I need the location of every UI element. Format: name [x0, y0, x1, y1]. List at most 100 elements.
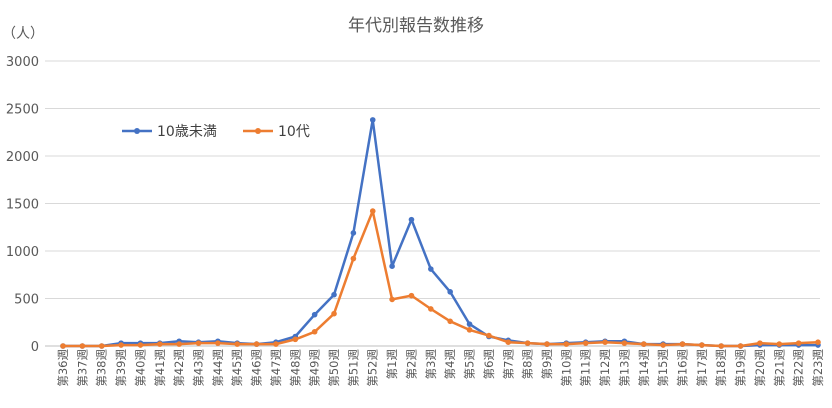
chart-title: 年代別報告数推移 — [348, 16, 484, 36]
data-point — [350, 230, 357, 236]
data-point — [176, 341, 182, 347]
x-tick-label: 第21週 — [772, 349, 786, 387]
data-point — [118, 342, 124, 348]
data-point — [195, 340, 202, 346]
x-tick-label: 第39週 — [114, 349, 128, 387]
x-tick-label: 第17週 — [695, 349, 709, 387]
data-point — [699, 342, 705, 348]
data-point — [311, 311, 318, 318]
x-tick-label: 第8週 — [521, 349, 535, 380]
data-point — [447, 289, 453, 295]
data-point — [776, 341, 783, 347]
data-point — [253, 341, 260, 347]
x-tick-label: 第5週 — [463, 349, 477, 380]
data-point — [582, 340, 589, 346]
data-point — [98, 343, 105, 349]
x-tick-label: 第48週 — [288, 349, 302, 387]
x-tick-label: 第43週 — [192, 349, 206, 387]
x-tick-label: 第11週 — [579, 349, 593, 387]
y-axis-unit: （人） — [2, 26, 44, 42]
x-tick-label: 第7週 — [501, 349, 515, 380]
data-point — [428, 266, 434, 272]
x-tick-label: 第42週 — [172, 349, 186, 387]
x-tick-label: 第41週 — [153, 349, 167, 387]
data-point — [350, 255, 357, 262]
data-point — [215, 340, 221, 346]
series-line — [63, 118, 818, 348]
data-point — [389, 263, 395, 270]
gridlines — [45, 60, 820, 347]
x-tick-label: 第38週 — [95, 349, 109, 387]
x-tick-label: 第47週 — [269, 349, 283, 387]
x-tick-label: 第6週 — [482, 349, 496, 380]
data-point — [718, 343, 725, 349]
legend-marker-teens — [255, 128, 261, 134]
x-tick-label: 第23週 — [811, 349, 825, 387]
y-tick-label: 1500 — [6, 198, 39, 213]
data-point — [486, 332, 492, 339]
data-point — [137, 342, 144, 348]
data-point — [234, 341, 241, 347]
data-point — [273, 341, 279, 347]
legend-marker-under-10 — [134, 128, 140, 134]
x-tick-label: 第15週 — [656, 349, 670, 387]
data-point — [660, 342, 666, 348]
y-tick-label: 2000 — [6, 150, 39, 165]
data-point — [369, 208, 376, 214]
data-point — [408, 292, 415, 299]
y-tick-label: 0 — [31, 340, 39, 355]
data-point — [602, 339, 608, 346]
x-tick-label: 第16週 — [675, 349, 689, 387]
x-tick-label: 第1週 — [385, 349, 399, 380]
x-tick-label: 第9週 — [540, 349, 554, 380]
data-point — [795, 340, 802, 346]
data-point — [408, 216, 415, 223]
x-tick-label: 第37週 — [75, 349, 89, 387]
x-tick-labels: 第36週 第37週 第38週 第39週 第40週 第41週 第42週 第43週 第44週 第45週… — [56, 349, 825, 387]
y-tick-label: 2500 — [6, 103, 39, 118]
data-point — [757, 340, 763, 346]
legend-label-teens: 10代 — [278, 124, 310, 140]
data-point — [679, 341, 686, 347]
x-tick-label: 第10週 — [559, 349, 573, 387]
data-point — [640, 341, 647, 347]
data-point — [292, 336, 299, 343]
x-tick-label: 第49週 — [308, 349, 322, 387]
data-point — [466, 327, 473, 333]
x-tick-label: 第19週 — [734, 349, 748, 387]
x-tick-label: 第20週 — [753, 349, 767, 387]
x-tick-label: 第52週 — [366, 349, 380, 387]
x-tick-label: 第14週 — [637, 349, 651, 387]
series-1 — [60, 208, 821, 349]
data-point — [60, 343, 66, 349]
x-tick-label: 第22週 — [792, 349, 806, 387]
x-tick-label: 第51週 — [346, 349, 360, 387]
x-tick-label: 第12週 — [598, 349, 612, 387]
x-tick-label: 第2週 — [404, 349, 418, 380]
x-tick-label: 第40週 — [133, 349, 147, 387]
x-tick-label: 第18週 — [714, 349, 728, 387]
legend-label-under-10: 10歳未満 — [157, 124, 217, 140]
x-tick-label: 第3週 — [424, 349, 438, 380]
data-point — [621, 340, 628, 346]
x-tick-label: 第45週 — [230, 349, 244, 387]
y-tick-label: 500 — [14, 293, 39, 308]
data-point — [447, 318, 453, 325]
x-tick-label: 第36週 — [56, 349, 70, 387]
data-point — [466, 321, 473, 327]
data-point — [563, 341, 570, 347]
data-point — [544, 341, 550, 347]
x-tick-label: 第50週 — [327, 349, 341, 387]
y-tick-labels: 0 500 1000 1500 2000 2500 3000 — [6, 55, 39, 355]
x-tick-label: 第4週 — [443, 349, 457, 380]
x-tick-label: 第46週 — [250, 349, 264, 387]
x-tick-label: 第44週 — [211, 349, 225, 387]
x-tick-label: 第13週 — [617, 349, 631, 387]
data-point — [79, 343, 86, 349]
data-point — [331, 310, 337, 317]
y-tick-label: 1000 — [6, 245, 39, 260]
data-point — [369, 117, 376, 123]
y-tick-label: 3000 — [6, 55, 39, 70]
